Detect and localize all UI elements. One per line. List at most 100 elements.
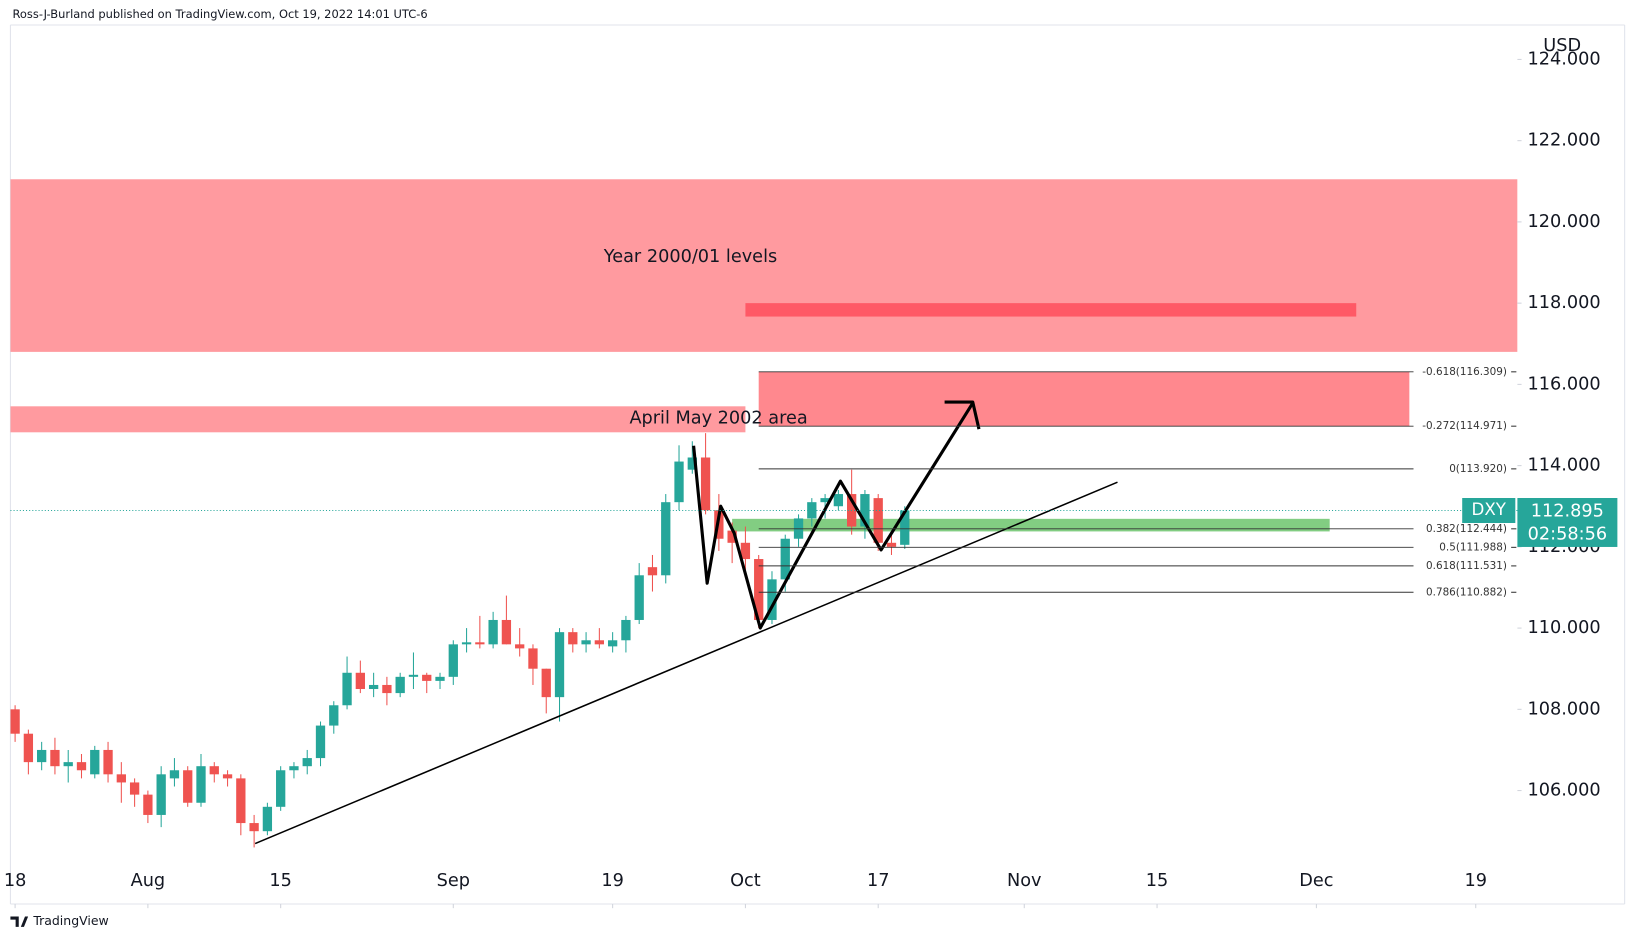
candle-body [634,575,644,620]
candle-body [740,542,751,560]
candle-body [767,579,777,620]
candle-body [315,725,326,759]
candle-body [515,644,525,649]
candle-body [461,642,472,645]
zone [745,303,1357,317]
y-tick-label: 106.000 [1528,781,1601,801]
x-tick-label: 18 [4,871,27,891]
candle-body [156,774,166,815]
candle-body [528,648,538,669]
candle-body [355,672,365,690]
candle-body [488,619,498,645]
candle-body [183,770,193,803]
y-tick-label: 110.000 [1528,618,1601,638]
candle-body [448,644,458,677]
candle-body [50,749,60,767]
candle-body [276,770,286,807]
candle-body [329,705,339,726]
zones [10,179,1518,532]
candle-body [554,632,565,698]
x-tick-label: 17 [867,871,890,891]
footer: TradingView [32,913,108,928]
candle-body [342,672,352,706]
candle-body [116,774,126,783]
candle-body [807,502,817,519]
footer-logo: TradingView [10,913,109,928]
candle-body [621,619,631,641]
candle-body [382,684,392,694]
trend-line [254,481,1118,845]
candle-body [289,766,299,771]
x-tick-label: 19 [601,871,624,891]
symbol-label: DXY [1472,500,1507,519]
y-tick-label: 120.000 [1528,212,1601,232]
candle-body [76,762,87,771]
candle-body [395,676,405,694]
candle-body [607,640,618,647]
x-tick-label: Sep [437,871,470,891]
candle-body [886,542,897,547]
candle-body [860,494,870,527]
fib-label: 0.618(111.531) [1426,560,1507,572]
candle-body [422,674,432,681]
fib-label: 0.786(110.882) [1426,586,1507,598]
candle-body [594,640,605,645]
x-tick-label: 15 [269,871,292,891]
candle-body [302,758,312,767]
candle-body [900,510,910,545]
candle-body [541,668,551,698]
y-tick-label: 118.000 [1528,293,1601,313]
y-tick-label: 108.000 [1528,699,1601,719]
candle-body [143,794,153,815]
candle-body [196,766,206,803]
candle-body [820,498,830,503]
candle-body [368,684,379,690]
zone [10,179,1518,352]
x-tick-label: 15 [1146,871,1169,891]
candle-body [169,770,180,779]
fib-label: 0.382(112.444) [1426,523,1507,535]
candle-body [700,457,711,511]
y-tick-label: 116.000 [1528,374,1601,394]
x-tick-label: Aug [131,871,166,891]
currency-label: USD [1543,36,1581,56]
candle-body [129,782,140,795]
candle-body [209,766,219,775]
candle-body [222,774,233,779]
candle-body [501,619,512,645]
zone [10,406,746,433]
y-tick-label: 124.000 [1528,49,1601,69]
candle-body [754,559,764,620]
candle-body [727,530,737,543]
zone-label: Year 2000/01 levels [603,247,777,267]
zone [732,518,1330,532]
candle-body [103,749,113,775]
header: Ross-J-Burland published on TradingView.… [12,7,427,21]
candle-body [435,676,445,681]
candle-body [581,640,591,645]
candle-body [647,567,658,576]
candle-body [37,749,47,763]
last-price-label: 112.895 [1531,502,1604,522]
x-tick-label: 19 [1464,871,1487,891]
candle-body [833,494,844,507]
zone-label: April May 2002 area [629,409,807,429]
x-tick-label: Oct [730,871,761,891]
x-tick-label: Nov [1007,871,1042,891]
candle-body [873,498,883,543]
candle-body [687,457,697,470]
fib-label: -0.618(116.309) [1422,366,1507,378]
zigzag-projection [692,402,975,630]
y-tick-label: 114.000 [1528,456,1601,476]
candle-body [262,806,273,832]
price-box [1517,498,1618,547]
x-tick-label: Dec [1299,871,1333,891]
countdown-label: 02:58:56 [1528,524,1607,544]
candle-body [249,823,259,832]
candle-body [674,461,684,503]
candle-body [236,778,246,824]
candle-body [408,674,419,677]
candle-body [568,632,578,645]
